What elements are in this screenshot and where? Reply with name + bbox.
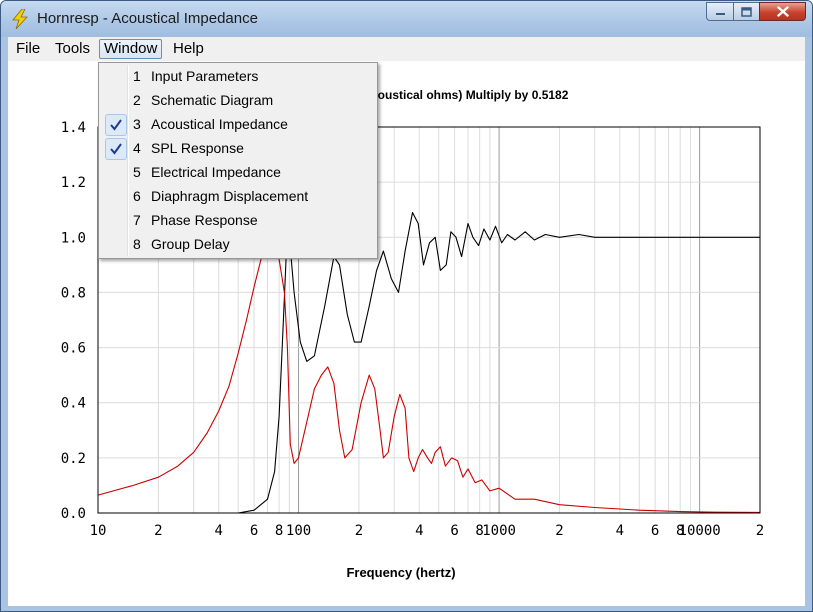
menu-help[interactable]: Help	[173, 40, 204, 57]
x-tick-label: 8	[676, 523, 684, 539]
x-tick-label: 1000	[482, 523, 516, 539]
close-icon	[776, 6, 789, 17]
close-button[interactable]	[759, 2, 806, 21]
menu-item-label: Input Parameters	[151, 68, 259, 84]
checkmark-icon	[105, 138, 127, 160]
window-menu-item[interactable]: 8 Group Delay	[101, 233, 375, 257]
menu-item-label: Phase Response	[151, 212, 258, 228]
y-tick-label: 0.8	[61, 285, 86, 301]
window-menu-item[interactable]: 2 Schematic Diagram	[101, 89, 375, 113]
minimize-button[interactable]	[706, 2, 733, 21]
menu-item-number: 1	[133, 68, 141, 84]
menu-gutter	[127, 65, 129, 256]
menu-item-label: Electrical Impedance	[151, 164, 281, 180]
menu-bar: File Tools Window Help	[8, 37, 805, 61]
window-menu-item[interactable]: 6 Diaphragm Displacement	[101, 185, 375, 209]
maximize-button[interactable]	[733, 2, 759, 21]
x-tick-label: 10	[90, 523, 107, 539]
checkmark-icon	[105, 114, 127, 136]
lightning-bolt-icon	[12, 9, 28, 29]
y-tick-label: 1.4	[61, 120, 86, 136]
window-menu-item[interactable]: 4 SPL Response	[101, 137, 375, 161]
menu-item-number: 6	[133, 188, 141, 204]
minimize-icon	[715, 12, 725, 15]
x-tick-label: 2	[756, 523, 764, 539]
series-line	[97, 242, 761, 513]
menu-window[interactable]: Window	[99, 39, 163, 59]
x-tick-label: 4	[415, 523, 423, 539]
menu-item-number: 3	[133, 116, 141, 132]
window-controls	[706, 2, 806, 22]
x-tick-label: 2	[555, 523, 563, 539]
menu-item-label: Acoustical Impedance	[151, 116, 288, 132]
y-tick-label: 0.6	[61, 341, 86, 357]
y-tick-label: 1.2	[61, 175, 86, 191]
window-menu-item[interactable]: 3 Acoustical Impedance	[101, 113, 375, 137]
x-tick-label: 2	[355, 523, 363, 539]
menu-item-number: 8	[133, 236, 141, 252]
menu-item-label: Diaphragm Displacement	[151, 188, 309, 204]
menu-item-number: 2	[133, 92, 141, 108]
y-tick-label: 0.0	[61, 506, 86, 522]
y-tick-label: 0.2	[61, 451, 86, 467]
x-tick-label: 6	[651, 523, 659, 539]
window-menu-item[interactable]: 5 Electrical Impedance	[101, 161, 375, 185]
menu-item-label: SPL Response	[151, 140, 244, 156]
maximize-icon	[741, 6, 752, 17]
menu-item-number: 5	[133, 164, 141, 180]
menu-file[interactable]: File	[16, 40, 41, 57]
menu-item-label: Schematic Diagram	[151, 92, 274, 108]
menu-tools[interactable]: Tools	[55, 40, 91, 57]
x-tick-label: 4	[215, 523, 223, 539]
x-tick-label: 4	[616, 523, 624, 539]
window-menu-item[interactable]: 7 Phase Response	[101, 209, 375, 233]
chart-title: coustical ohms) Multiply by 0.5182	[371, 88, 569, 102]
x-tick-label: 10000	[679, 523, 721, 539]
x-tick-label: 8	[475, 523, 483, 539]
x-tick-label: 100	[286, 523, 311, 539]
menu-item-number: 4	[133, 140, 141, 156]
x-tick-label: 6	[450, 523, 458, 539]
x-axis-label: Frequency (hertz)	[346, 565, 455, 580]
menu-item-label: Group Delay	[151, 236, 230, 252]
menu-item-number: 7	[133, 212, 141, 228]
y-tick-label: 0.4	[61, 396, 86, 412]
x-tick-label: 8	[275, 523, 283, 539]
x-tick-label: 2	[154, 523, 162, 539]
title-bar[interactable]: Hornresp - Acoustical Impedance	[1, 1, 812, 37]
window-menu-dropdown: 1 Input Parameters 2 Schematic Diagram 3 Acou…	[98, 62, 378, 259]
window-menu-item[interactable]: 1 Input Parameters	[101, 65, 375, 89]
y-tick-label: 1.0	[61, 230, 86, 246]
series-line	[238, 211, 760, 514]
window-title: Hornresp - Acoustical Impedance	[37, 10, 258, 27]
plot-frame	[97, 126, 761, 514]
x-tick-label: 6	[250, 523, 258, 539]
